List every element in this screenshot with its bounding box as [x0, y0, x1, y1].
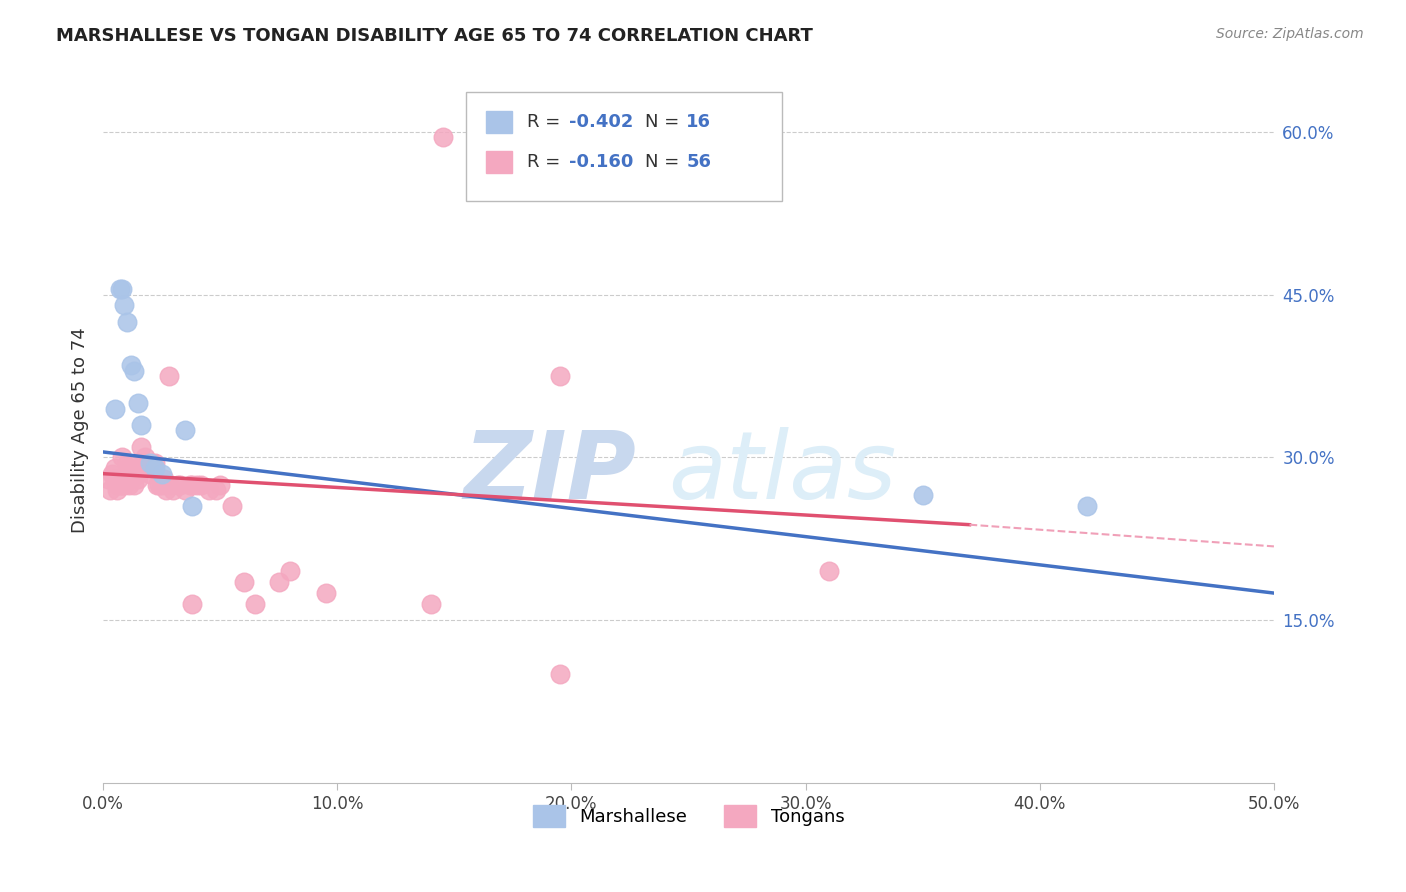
Text: atlas: atlas — [668, 427, 896, 518]
Point — [315, 586, 337, 600]
Point — [157, 477, 180, 491]
Point — [155, 483, 177, 497]
Point — [169, 477, 191, 491]
Point — [179, 477, 201, 491]
Point — [181, 597, 204, 611]
Text: MARSHALLESE VS TONGAN DISABILITY AGE 65 TO 74 CORRELATION CHART: MARSHALLESE VS TONGAN DISABILITY AGE 65 … — [56, 27, 813, 45]
Point — [167, 477, 190, 491]
Point — [150, 467, 173, 481]
Text: 56: 56 — [686, 153, 711, 171]
Point — [118, 461, 141, 475]
Point — [136, 456, 159, 470]
Point — [548, 667, 571, 681]
Point — [122, 363, 145, 377]
Point — [127, 396, 149, 410]
Point — [162, 483, 184, 497]
Text: 16: 16 — [686, 113, 711, 131]
Point — [548, 368, 571, 383]
Point — [120, 472, 142, 486]
Point — [118, 477, 141, 491]
Point — [1076, 500, 1098, 514]
Point — [104, 401, 127, 416]
Point — [174, 423, 197, 437]
Point — [112, 477, 135, 491]
Point — [111, 450, 134, 465]
Point — [105, 477, 128, 491]
Point — [120, 461, 142, 475]
Point — [432, 130, 454, 145]
Point — [204, 483, 226, 497]
Point — [245, 597, 267, 611]
Point — [122, 477, 145, 491]
Point — [132, 456, 155, 470]
Point — [186, 477, 208, 491]
Point — [143, 461, 166, 475]
Point — [197, 483, 219, 497]
Point — [115, 456, 138, 470]
Point — [911, 488, 934, 502]
Point — [111, 477, 134, 491]
Point — [232, 575, 254, 590]
Text: -0.402: -0.402 — [569, 113, 634, 131]
Point — [108, 477, 131, 491]
Point — [141, 456, 163, 470]
Point — [105, 483, 128, 497]
Point — [127, 472, 149, 486]
Point — [97, 472, 120, 486]
Point — [157, 368, 180, 383]
Text: Source: ZipAtlas.com: Source: ZipAtlas.com — [1216, 27, 1364, 41]
Point — [111, 282, 134, 296]
FancyBboxPatch shape — [465, 92, 782, 201]
Point — [148, 477, 170, 491]
Point — [150, 477, 173, 491]
Point — [153, 472, 176, 486]
Point — [209, 477, 232, 491]
Point — [108, 282, 131, 296]
FancyBboxPatch shape — [486, 111, 512, 133]
Point — [112, 298, 135, 312]
Point — [139, 467, 162, 481]
Point — [108, 472, 131, 486]
Text: R =: R = — [527, 113, 567, 131]
Point — [120, 358, 142, 372]
Point — [127, 467, 149, 481]
Point — [267, 575, 290, 590]
Point — [115, 467, 138, 481]
Point — [181, 500, 204, 514]
Point — [101, 467, 124, 481]
Point — [129, 417, 152, 432]
Point — [98, 483, 121, 497]
Point — [134, 450, 156, 465]
Point — [181, 477, 204, 491]
Point — [818, 565, 841, 579]
Point — [190, 477, 212, 491]
Point — [143, 456, 166, 470]
Point — [129, 440, 152, 454]
Text: R =: R = — [527, 153, 567, 171]
Point — [112, 472, 135, 486]
Text: N =: N = — [645, 153, 685, 171]
Point — [125, 467, 148, 481]
Point — [139, 456, 162, 470]
Point — [280, 565, 302, 579]
Point — [115, 315, 138, 329]
Legend: Marshallese, Tongans: Marshallese, Tongans — [526, 797, 852, 834]
Point — [104, 472, 127, 486]
Text: N =: N = — [645, 113, 685, 131]
Point — [174, 483, 197, 497]
Text: ZIP: ZIP — [463, 426, 636, 518]
Point — [146, 477, 169, 491]
FancyBboxPatch shape — [486, 151, 512, 173]
Point — [104, 461, 127, 475]
Text: -0.160: -0.160 — [569, 153, 634, 171]
Point — [221, 500, 243, 514]
Y-axis label: Disability Age 65 to 74: Disability Age 65 to 74 — [72, 327, 89, 533]
Point — [420, 597, 443, 611]
